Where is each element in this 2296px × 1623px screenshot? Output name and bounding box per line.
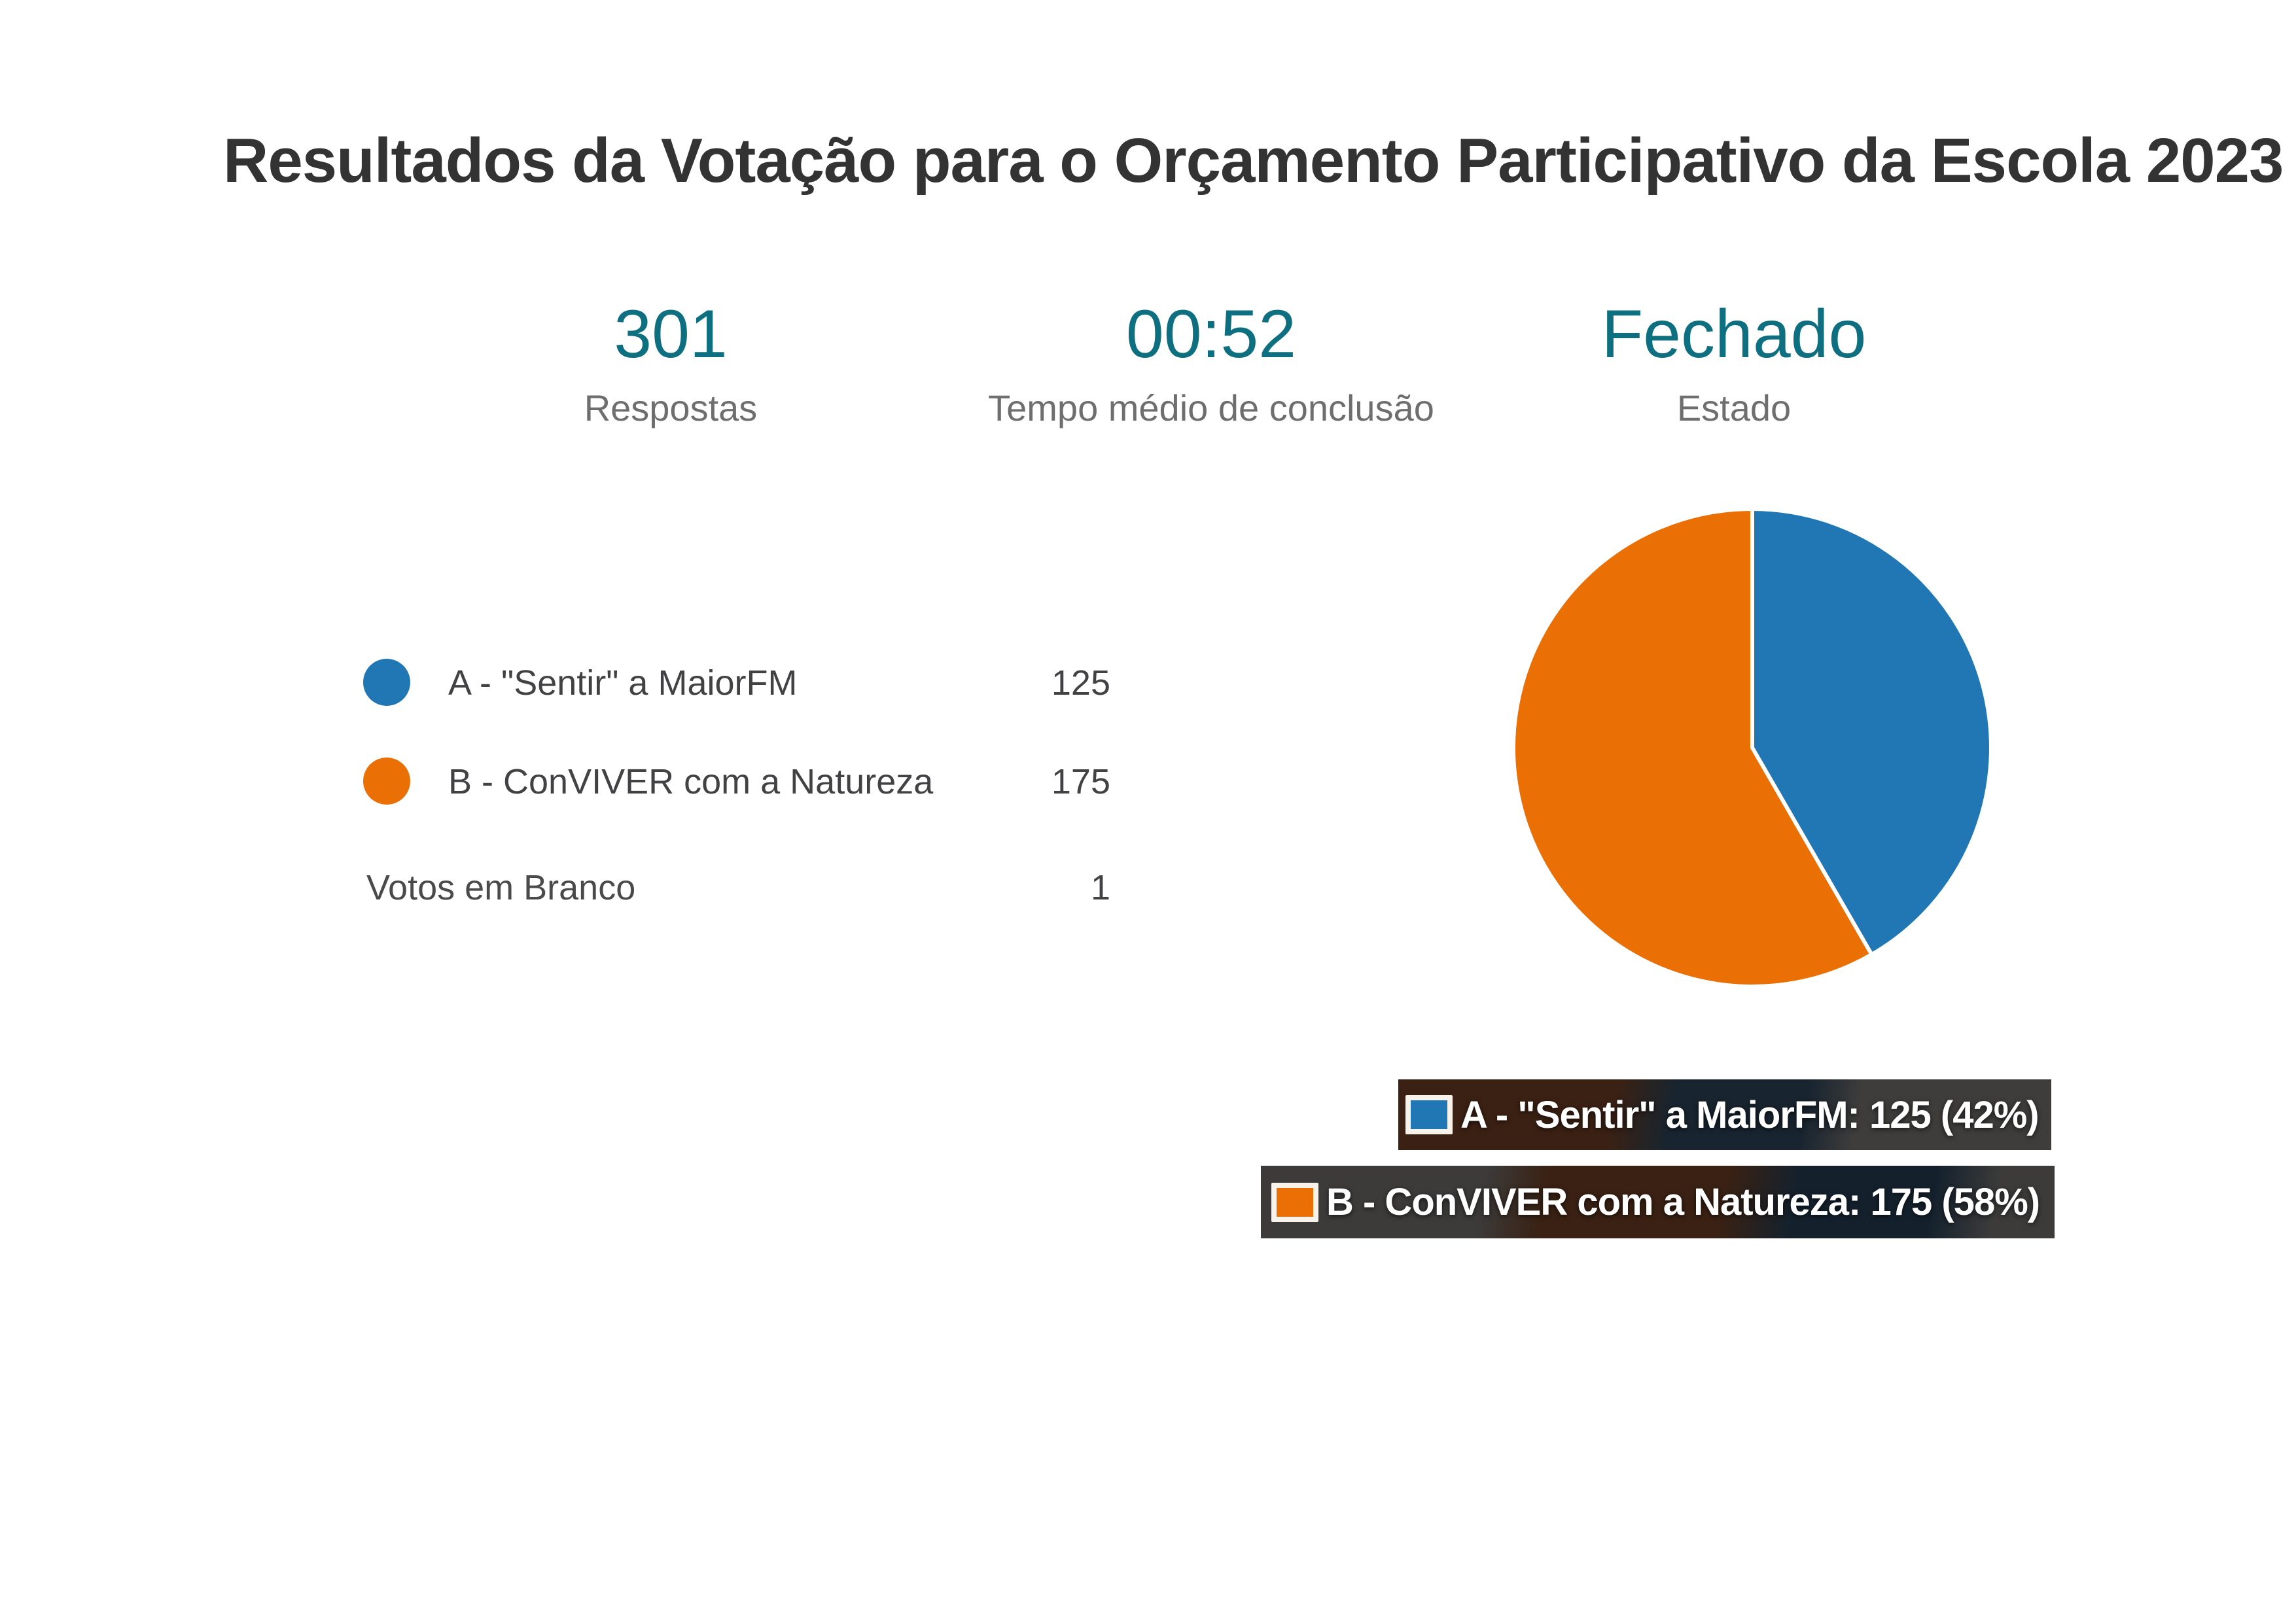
blank-votes-count: 1 (1090, 868, 1110, 907)
avg-time-value: 00:52 (1125, 296, 1297, 372)
page-title: Resultados da Votação para o Orçamento P… (223, 126, 2284, 196)
status-label: Estado (1676, 387, 1792, 428)
avg-time-label: Tempo médio de conclusão (988, 387, 1434, 428)
tooltip-option-a: A - "Sentir" a MaiorFM: 125 (42%) (1398, 1079, 2051, 1150)
tooltip-swatch-option-a (1405, 1095, 1453, 1134)
legend-label-option-b: B - ConVIVER com a Natureza (448, 762, 934, 801)
stat-status: Fechado Estado (1439, 298, 2028, 428)
blank-votes-label: Votos em Branco (366, 868, 636, 907)
legend-count-option-b: 175 (1051, 762, 1110, 801)
stat-responses: 301 Respostas (376, 298, 965, 428)
tooltip-text-option-a: A - "Sentir" a MaiorFM: 125 (42%) (1460, 1093, 2040, 1136)
stat-avg-time: 00:52 Tempo médio de conclusão (917, 298, 1506, 428)
tooltip-option-b: B - ConVIVER com a Natureza: 175 (58%) (1261, 1166, 2055, 1238)
legend-dot-option-a (363, 659, 410, 706)
legend-dot-option-b (363, 758, 410, 805)
legend-count-option-a: 125 (1051, 663, 1110, 703)
status-value: Fechado (1601, 296, 1867, 372)
responses-label: Respostas (584, 387, 758, 428)
pie-slice-option-a[interactable] (1750, 507, 1993, 957)
pie-chart-svg (1511, 507, 1993, 988)
tooltip-swatch-option-b (1271, 1182, 1318, 1222)
pie-chart (1504, 499, 2001, 996)
responses-count: 301 (614, 296, 728, 372)
tooltip-text-option-b: B - ConVIVER com a Natureza: 175 (58%) (1326, 1181, 2040, 1223)
pie-slice-option-b[interactable] (1511, 507, 1874, 988)
legend-label-option-a: A - "Sentir" a MaiorFM (448, 663, 798, 703)
